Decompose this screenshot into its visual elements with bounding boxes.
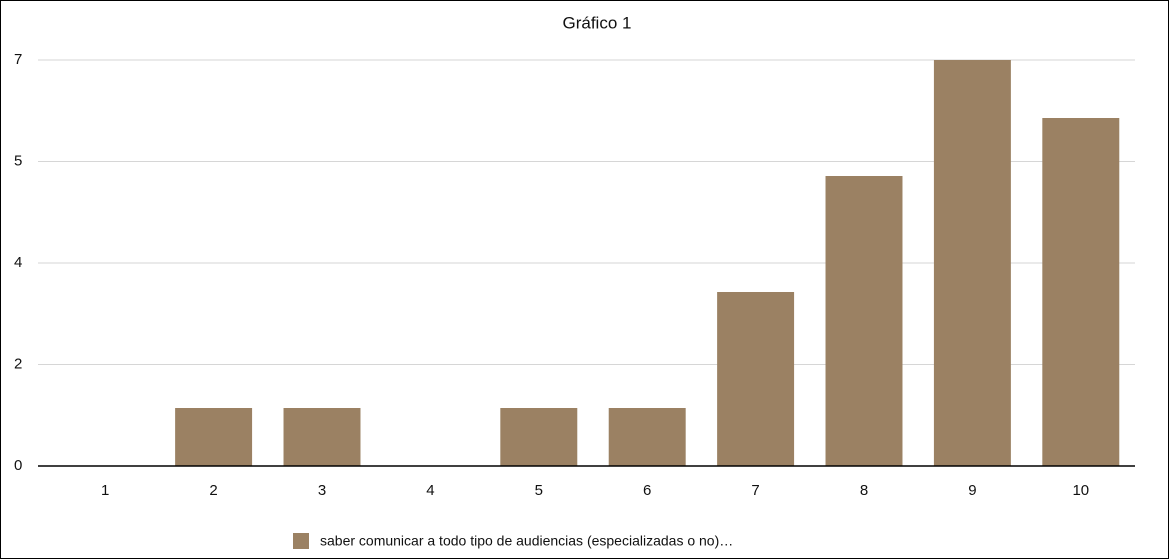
bar: [1042, 118, 1120, 466]
y-tick-label: 7: [14, 51, 22, 68]
bar: [500, 408, 578, 466]
x-tick-label: 10: [1072, 482, 1089, 499]
y-tick-label: 4: [14, 254, 22, 271]
y-tick-label: 2: [14, 355, 22, 372]
y-tick-label: 0: [14, 457, 22, 474]
x-tick-label: 6: [643, 482, 651, 499]
x-tick-label: 5: [535, 482, 543, 499]
x-tick-label: 1: [101, 482, 109, 499]
legend-swatch: [293, 533, 309, 549]
x-tick-label: 8: [860, 482, 868, 499]
bar: [825, 176, 903, 466]
x-tick-label: 3: [318, 482, 326, 499]
chart-title: Gráfico 1: [563, 13, 632, 32]
legend-label: saber comunicar a todo tipo de audiencia…: [320, 533, 733, 549]
bar: [717, 292, 795, 466]
x-tick-label: 9: [968, 482, 976, 499]
bar: [608, 408, 686, 466]
bar: [283, 408, 361, 466]
x-tick-label: 4: [426, 482, 434, 499]
x-tick-label: 7: [751, 482, 759, 499]
bar: [175, 408, 253, 466]
y-tick-label: 5: [14, 152, 22, 169]
x-tick-label: 2: [209, 482, 217, 499]
bar: [933, 60, 1011, 466]
